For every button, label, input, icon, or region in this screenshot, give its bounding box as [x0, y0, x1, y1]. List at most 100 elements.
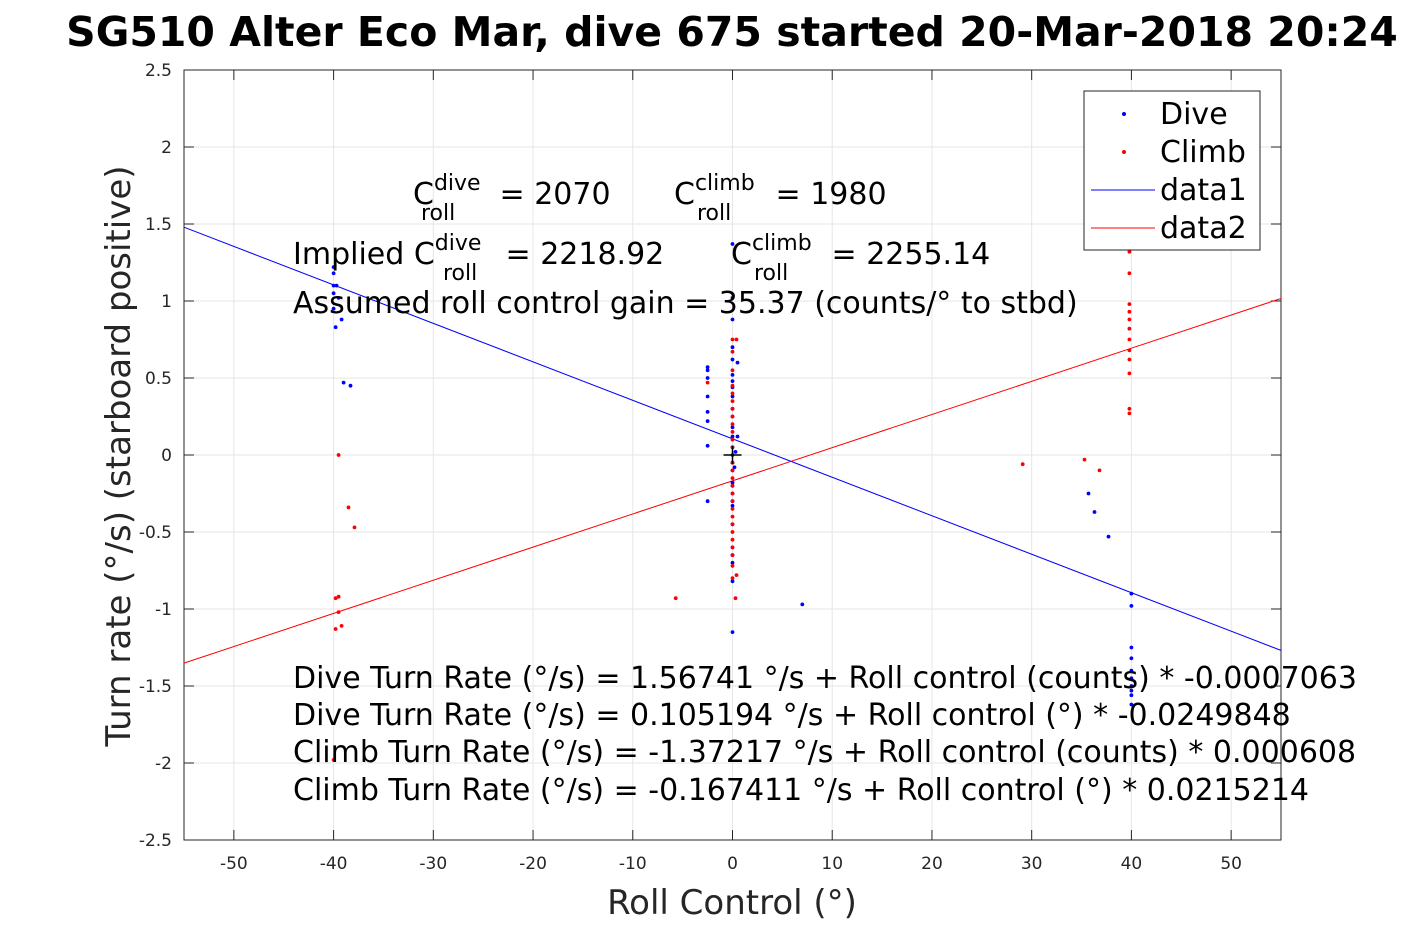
climb-point: [336, 453, 341, 457]
y-tick-label: 1: [161, 292, 172, 312]
dive-point: [730, 480, 735, 485]
climb-point: [336, 610, 341, 614]
chart-title: SG510 Alter Eco Mar, dive 675 started 20…: [66, 8, 1398, 56]
climb-point: [730, 576, 735, 581]
dive-point: [331, 265, 336, 269]
climb-point: [730, 437, 735, 442]
dive-point: [705, 419, 710, 423]
y-tick-label: 0: [161, 446, 172, 466]
c-dive-prefix: C: [413, 177, 434, 212]
climb-point: [730, 564, 735, 568]
dive-point: [331, 306, 336, 311]
dive-point: [1129, 645, 1134, 650]
dive-point: [1129, 668, 1134, 673]
climb-point: [1127, 326, 1132, 331]
climb-point: [730, 414, 735, 419]
y-axis-label: Turn rate (°/s) (starboard positive): [99, 165, 139, 747]
dive-point: [1086, 491, 1091, 496]
climb-point: [730, 349, 735, 354]
climb-point: [1127, 371, 1132, 376]
climb-point: [730, 399, 735, 403]
y-tick-label: 2: [161, 138, 172, 158]
climb-point: [730, 522, 735, 527]
implied-climb-sub: roll: [754, 261, 788, 286]
dive-point: [331, 291, 336, 296]
climb-point: [1127, 317, 1132, 322]
y-tick-label: 1.5: [145, 215, 172, 235]
c-roll-climb-annotation: Cclimb roll = 1980: [674, 171, 887, 226]
climb-point: [1127, 348, 1132, 353]
y-tick-label: -2.5: [139, 831, 172, 851]
x-tick-label: 50: [1220, 854, 1242, 874]
climb-point: [1127, 271, 1132, 276]
legend-climb-label: Climb: [1160, 135, 1246, 170]
x-tick-label: -30: [419, 854, 447, 874]
legend-dive-label: Dive: [1160, 97, 1228, 132]
dive-point: [1129, 693, 1134, 698]
climb-point: [730, 537, 735, 542]
implied-climb-sup: climb: [752, 231, 812, 256]
implied-prefix: Implied C: [293, 237, 435, 272]
legend-box: [1083, 90, 1261, 251]
climb-point: [1127, 406, 1132, 411]
c-dive-sub: roll: [421, 201, 455, 226]
climb-point: [333, 627, 338, 631]
climb-point: [730, 430, 735, 434]
dive-point: [730, 434, 735, 439]
climb-degrees-equation: Climb Turn Rate (°/s) = -0.167411 °/s + …: [293, 773, 1309, 808]
dive-point: [1129, 688, 1134, 693]
y-tick-label: 2.5: [145, 61, 172, 81]
climb-point: [1127, 411, 1132, 416]
dive-point: [730, 242, 735, 246]
dive-point: [1129, 702, 1134, 707]
legend-data2-label: data2: [1160, 211, 1247, 246]
legend-dive-marker: [1122, 112, 1126, 116]
dive-point: [732, 465, 737, 470]
y-tick-label: 0.5: [145, 369, 172, 389]
axis-ticks: -50 -40 -30 -20 -10 0 10 20 30 40 50 2.5 2 1.5 1 0.5 0 -0…: [139, 61, 1281, 874]
dive-point: [730, 373, 735, 377]
climb-point: [730, 406, 735, 411]
dive-point: [730, 317, 735, 322]
dive-degrees-equation: Dive Turn Rate (°/s) = 0.105194 °/s + Ro…: [293, 698, 1291, 733]
dive-point: [733, 450, 738, 454]
dive-point: [730, 503, 735, 508]
dive-point: [336, 296, 341, 300]
c-climb-prefix: C: [674, 177, 695, 212]
implied-climb-value: = 2255.14: [822, 237, 990, 272]
dive-point: [730, 394, 735, 399]
c-climb-value: = 1980: [766, 177, 887, 212]
climb-point: [733, 596, 738, 601]
x-tick-label: -10: [619, 854, 647, 874]
climb-point: [730, 491, 735, 496]
dive-point: [705, 499, 710, 504]
dive-point: [333, 325, 338, 330]
climb-point: [730, 422, 735, 427]
dive-point: [730, 296, 735, 300]
climb-point: [730, 368, 735, 373]
climb-point: [730, 391, 735, 396]
climb-point: [331, 758, 336, 762]
dive-point: [1129, 656, 1134, 661]
dive-point: [705, 410, 710, 414]
dive-point: [348, 383, 353, 388]
dive-point: [735, 434, 740, 439]
climb-point: [352, 525, 357, 530]
climb-point: [336, 594, 341, 599]
dive-point: [705, 443, 710, 448]
climb-counts-equation: Climb Turn Rate (°/s) = -1.37217 °/s + R…: [293, 735, 1356, 770]
dive-point: [735, 360, 740, 365]
climb-point: [339, 624, 344, 628]
climb-point: [730, 545, 735, 550]
climb-point: [1097, 468, 1102, 473]
climb-point: [1127, 302, 1132, 306]
dive-point: [730, 579, 735, 584]
climb-point: [730, 553, 735, 557]
climb-point: [734, 337, 739, 342]
x-tick-label: 30: [1021, 854, 1043, 874]
climb-point: [730, 483, 735, 488]
roll-gain-annotation: Assumed roll control gain = 35.37 (count…: [293, 286, 1078, 321]
climb-point: [346, 505, 351, 510]
dive-point: [705, 368, 710, 373]
